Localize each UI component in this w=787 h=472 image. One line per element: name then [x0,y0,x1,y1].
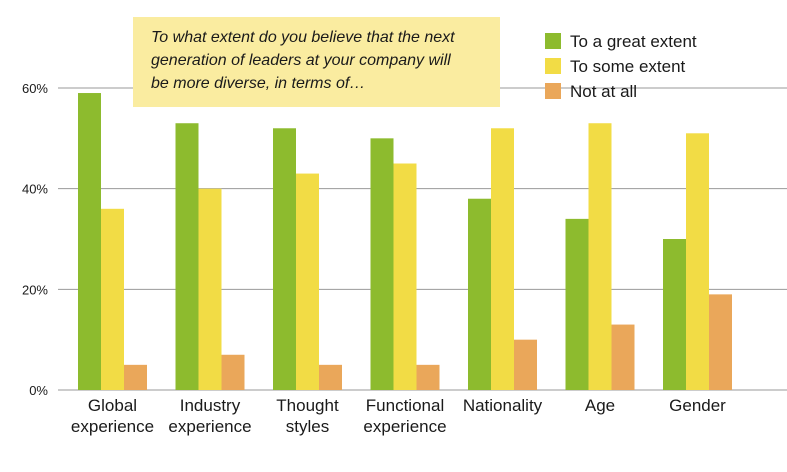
y-tick-label-0: 0% [29,383,48,398]
category-label-0-1: experience [71,417,154,436]
bar-to-a-great-extent-3 [370,138,394,390]
bars [78,93,732,391]
legend-swatch-to-some-extent [545,58,561,74]
y-axis-tick-labels: 0% 20% 40% 60% [22,81,48,398]
bar-to-some-extent-3 [393,163,417,390]
x-axis-category-labels: Global experience Industry experience Though… [71,396,726,436]
category-label-1-1: experience [168,417,251,436]
bar-to-a-great-extent-5 [565,218,589,390]
bar-to-some-extent-1 [198,188,222,390]
y-tick-label-40: 40% [22,182,48,197]
category-label-3-0: Functional [366,396,444,415]
bar-to-a-great-extent-1 [175,123,199,390]
category-label-0-0: Global [88,396,137,415]
question-text-line-1: generation of leaders at your company wi… [151,52,451,69]
question-box: To what extent do you believe that the n… [133,17,500,107]
bar-to-some-extent-0 [101,208,124,390]
category-label-6-0: Gender [669,396,726,415]
bar-not-at-all-1 [221,354,245,390]
bar-to-some-extent-5 [588,123,612,390]
category-label-2-1: styles [286,417,329,436]
bar-not-at-all-5 [611,324,635,390]
legend-swatch-to-a-great-extent [545,33,561,49]
question-box-background [133,17,500,107]
bar-to-a-great-extent-2 [273,128,296,390]
question-text-line-2: be more diverse, in terms of… [151,75,365,92]
bar-not-at-all-0 [124,364,147,390]
category-label-2-0: Thought [276,396,339,415]
bar-to-some-extent-4 [491,128,514,390]
y-tick-label-60: 60% [22,81,48,96]
bar-not-at-all-2 [319,364,342,390]
legend-label-to-a-great-extent: To a great extent [570,32,697,51]
legend-swatch-not-at-all [545,83,561,99]
bar-not-at-all-3 [416,364,440,390]
category-label-3-1: experience [363,417,446,436]
bar-to-a-great-extent-6 [663,239,686,390]
bar-to-a-great-extent-0 [78,93,101,391]
legend: To a great extent To some extent Not at al… [545,32,697,101]
legend-label-not-at-all: Not at all [570,82,637,101]
bar-to-some-extent-2 [296,173,319,390]
bar-not-at-all-6 [709,294,732,390]
bar-to-some-extent-6 [686,133,709,391]
legend-label-to-some-extent: To some extent [570,57,686,76]
category-label-1-0: Industry [180,396,241,415]
bar-not-at-all-4 [514,339,537,390]
question-text-line-0: To what extent do you believe that the n… [151,29,455,46]
bar-to-a-great-extent-4 [468,198,491,390]
y-tick-label-20: 20% [22,282,48,297]
category-label-5-0: Age [585,396,615,415]
category-label-4-0: Nationality [463,396,543,415]
